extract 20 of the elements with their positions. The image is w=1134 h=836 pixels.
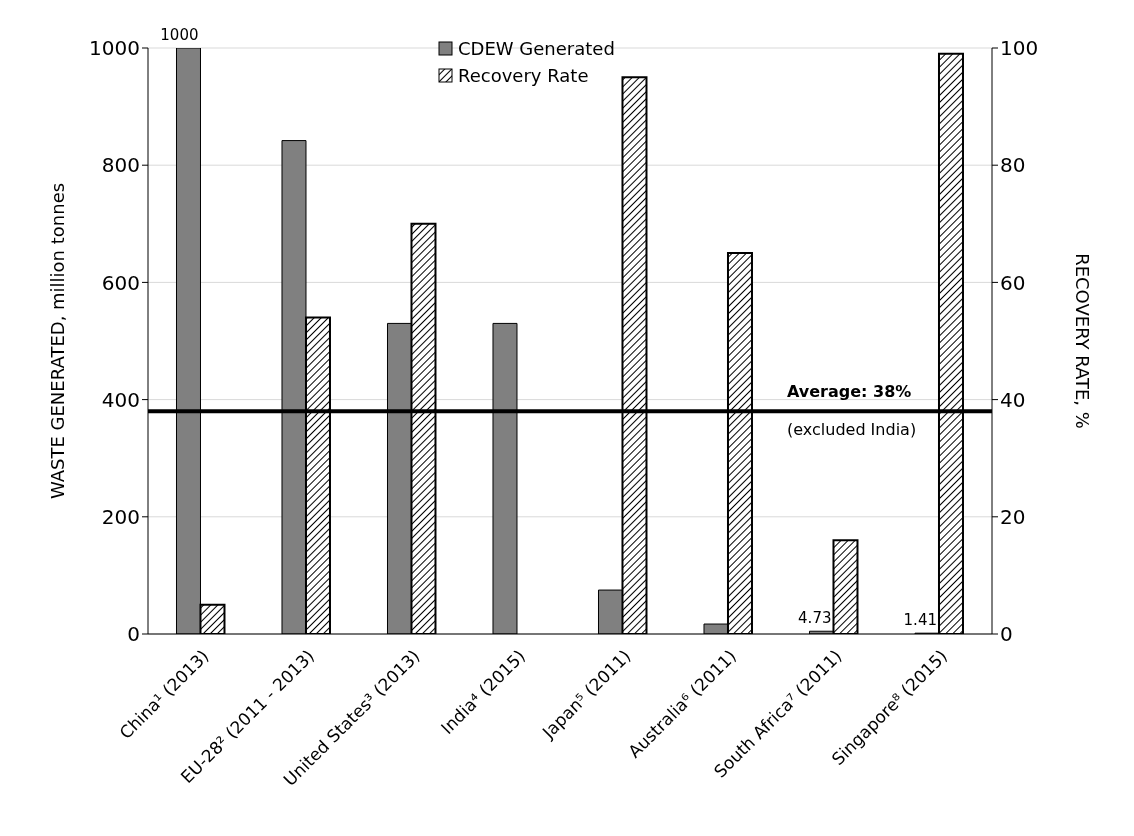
y-tick-label: 800 bbox=[101, 153, 140, 178]
y-tick-label: 200 bbox=[101, 504, 140, 529]
data-label: 1.41 bbox=[903, 611, 937, 630]
y2-tick-label: 80 bbox=[1000, 153, 1026, 178]
legend-label: Recovery Rate bbox=[458, 65, 589, 86]
y2-tick-label: 40 bbox=[1000, 387, 1026, 412]
y-tick-label: 1000 bbox=[89, 36, 140, 61]
y2-tick-label: 20 bbox=[1000, 504, 1026, 529]
y2-tick-label: 0 bbox=[1000, 622, 1013, 647]
y2-axis-title: RECOVERY RATE, % bbox=[1071, 253, 1093, 429]
y-axis-title: WASTE GENERATED, million tonnes bbox=[47, 182, 69, 500]
data-label: 1000 bbox=[160, 26, 199, 44]
legend-label: CDEW Generated bbox=[458, 38, 615, 59]
y-tick-label: 400 bbox=[101, 387, 140, 412]
y-tick-label: 0 bbox=[127, 622, 140, 647]
y2-tick-label: 60 bbox=[1000, 270, 1026, 295]
y-tick-label: 600 bbox=[101, 270, 140, 295]
data-label: 4.73 bbox=[798, 609, 832, 628]
y2-tick-label: 100 bbox=[1000, 36, 1039, 61]
ref-line-label: Average: 38% (excluded India) bbox=[787, 382, 917, 440]
